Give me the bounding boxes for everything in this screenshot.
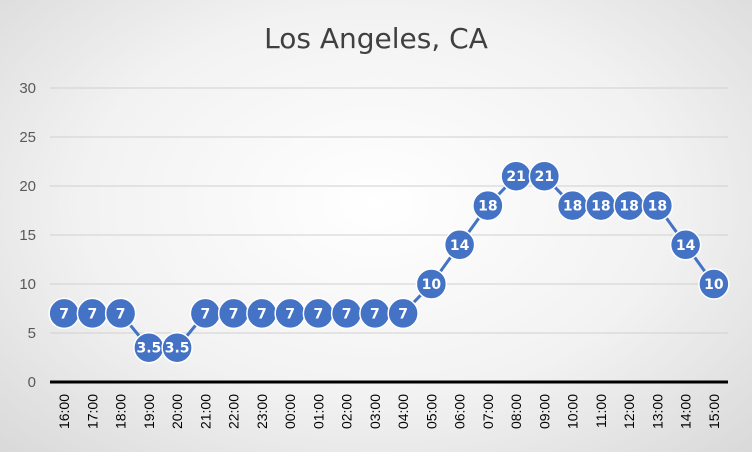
x-tick-label: 04:00	[395, 394, 411, 429]
x-tick-label: 05:00	[423, 394, 439, 429]
y-tick-label: 30	[19, 80, 36, 97]
data-label: 7	[370, 306, 380, 322]
data-label: 7	[314, 306, 324, 322]
x-tick-label: 03:00	[367, 394, 383, 429]
x-tick-label: 02:00	[339, 394, 355, 429]
data-label: 18	[648, 199, 667, 215]
x-tick-label: 06:00	[452, 394, 468, 429]
x-tick-label: 23:00	[254, 394, 270, 429]
data-label: 18	[619, 199, 638, 215]
x-tick-label: 09:00	[536, 394, 552, 429]
y-tick-label: 25	[19, 129, 36, 146]
data-point	[669, 229, 702, 261]
y-tick-label: 10	[19, 276, 36, 293]
x-tick-label: 16:00	[56, 394, 72, 429]
data-label: 7	[342, 306, 352, 322]
data-label: 21	[535, 169, 554, 185]
data-label: 7	[229, 306, 239, 322]
data-point	[161, 331, 193, 364]
data-label: 3.5	[136, 341, 161, 357]
x-tick-label: 12:00	[621, 394, 637, 429]
data-label: 7	[88, 306, 98, 322]
y-tick-label: 0	[28, 374, 36, 391]
data-point	[104, 297, 137, 330]
x-tick-label: 15:00	[706, 394, 722, 429]
data-point	[387, 297, 419, 330]
data-label: 18	[563, 199, 582, 215]
y-tick-label: 20	[19, 178, 36, 195]
data-label: 7	[116, 306, 126, 322]
x-tick-label: 10:00	[565, 394, 581, 429]
x-tick-label: 20:00	[169, 394, 185, 429]
data-point	[415, 268, 448, 300]
x-tick-label: 11:00	[593, 394, 609, 428]
data-label: 7	[59, 306, 69, 322]
y-tick-label: 15	[19, 227, 36, 244]
data-label: 10	[422, 277, 442, 293]
data-label: 18	[591, 199, 610, 215]
x-tick-label: 14:00	[678, 394, 694, 429]
x-tick-label: 13:00	[649, 394, 665, 429]
data-point	[698, 268, 730, 300]
chart-title: Los Angeles, CA	[264, 22, 488, 55]
data-label: 3.5	[165, 341, 190, 357]
data-point	[528, 160, 561, 192]
x-tick-label: 18:00	[113, 394, 129, 429]
x-tick-label: 00:00	[282, 394, 298, 429]
data-label: 7	[257, 306, 267, 322]
x-tick-label: 07:00	[480, 394, 496, 429]
data-label: 14	[450, 238, 470, 254]
data-point	[443, 229, 476, 261]
x-tick-label: 01:00	[310, 394, 326, 429]
data-label: 7	[285, 306, 295, 322]
x-tick-label: 17:00	[84, 394, 100, 429]
y-tick-label: 5	[28, 325, 36, 342]
x-tick-label: 19:00	[141, 394, 157, 429]
x-tick-label: 22:00	[226, 394, 242, 429]
data-point	[641, 189, 674, 222]
data-point	[472, 189, 504, 222]
data-label: 18	[478, 199, 497, 215]
x-tick-label: 21:00	[197, 394, 213, 429]
data-label: 21	[506, 169, 525, 185]
data-label: 7	[201, 306, 211, 322]
data-label: 10	[704, 277, 724, 293]
x-tick-label: 08:00	[508, 394, 524, 429]
data-label: 7	[398, 306, 408, 322]
data-label: 14	[676, 238, 696, 254]
